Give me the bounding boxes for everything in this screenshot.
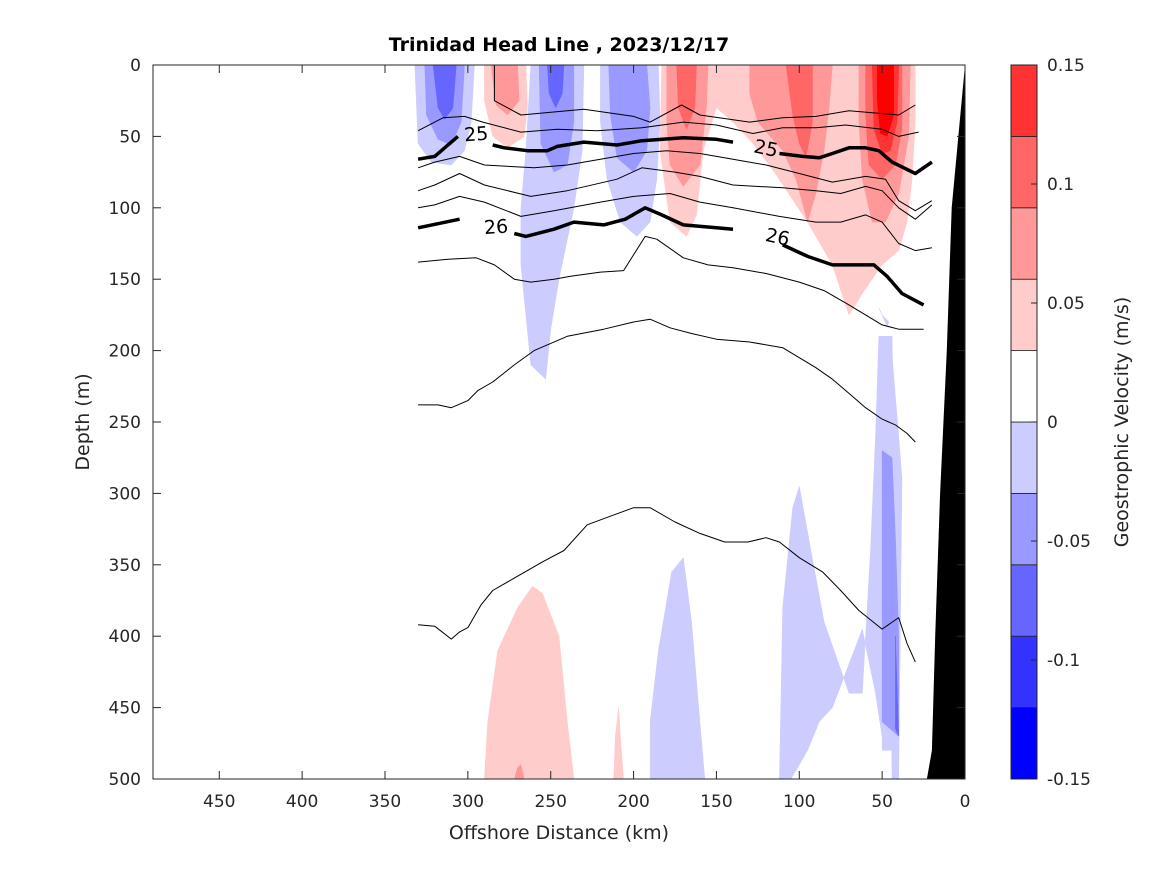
colorbar-band — [1010, 707, 1038, 780]
y-tick-label: 500 — [109, 770, 141, 790]
colorbar-band — [1010, 207, 1038, 280]
density-contour — [417, 167, 933, 220]
density-contour-bold — [781, 243, 925, 307]
density-contour — [493, 65, 916, 123]
colorbar-band — [1010, 350, 1038, 423]
bathymetry — [926, 65, 965, 779]
x-tick-label: 0 — [960, 792, 971, 812]
colorbar-band — [1010, 278, 1038, 352]
density-contour — [417, 150, 933, 212]
velocity-patches — [414, 65, 916, 779]
colorbar: 0.15 0.1 0.05 0 -0.05 -0.1 -0.15 — [1010, 56, 1091, 790]
density-contour — [417, 115, 919, 137]
x-tick-label: 250 — [534, 792, 566, 812]
contour-label: 25 — [752, 136, 780, 163]
x-tick-label: 200 — [617, 792, 649, 812]
x-tick-label: 100 — [783, 792, 815, 812]
velocity-patch — [779, 336, 899, 779]
density-contours — [417, 65, 933, 663]
colorbar-tick-label: 0 — [1047, 413, 1058, 433]
y-axis: 0 50 100 150 200 250 300 350 400 450 500 — [109, 56, 965, 790]
contour-label: 26 — [763, 224, 791, 251]
x-tick-label: 400 — [286, 792, 318, 812]
colorbar-tick-label: 0.15 — [1047, 56, 1085, 76]
velocity-patch — [432, 65, 457, 120]
x-tick-label: 450 — [203, 792, 235, 812]
y-axis-label: Depth (m) — [72, 373, 94, 470]
colorbar-tick-label: 0.1 — [1047, 175, 1074, 195]
colorbar-band — [1010, 421, 1038, 494]
velocity-patch — [613, 707, 624, 779]
velocity-patch — [547, 65, 565, 109]
colorbar-tick-label: -0.05 — [1047, 532, 1091, 552]
colorbar-label: Geostrophic Velocity (m/s) — [1111, 297, 1133, 547]
y-tick-label: 450 — [109, 699, 141, 719]
velocity-patch — [895, 635, 899, 737]
x-tick-label: 50 — [871, 792, 893, 812]
contour-label: 26 — [483, 216, 509, 240]
colorbar-band — [1010, 564, 1038, 637]
velocity-patch — [881, 450, 899, 737]
colorbar-band — [1010, 492, 1038, 566]
bathymetry-shelf — [926, 65, 965, 779]
colorbar-band — [1010, 635, 1038, 709]
y-tick-label: 200 — [109, 342, 141, 362]
y-tick-label: 0 — [130, 56, 141, 76]
colorbar-tick-label: -0.15 — [1047, 770, 1091, 790]
density-contour — [418, 318, 916, 443]
x-tick-label: 300 — [452, 792, 484, 812]
x-tick-label: 150 — [700, 792, 732, 812]
density-contour-bold — [513, 206, 734, 239]
density-contour-bold — [417, 217, 460, 230]
velocity-patch — [484, 585, 575, 779]
y-tick-label: 150 — [109, 270, 141, 290]
density-contour-bold — [417, 135, 460, 161]
density-contour-bold — [779, 146, 933, 176]
colorbar-band — [1010, 135, 1038, 209]
density-contour — [418, 193, 932, 252]
velocity-patch — [514, 764, 525, 779]
x-axis-label: Offshore Distance (km) — [449, 822, 669, 844]
velocity-patch — [649, 557, 706, 779]
colorbar-band — [1010, 64, 1038, 137]
y-tick-label: 300 — [109, 484, 141, 504]
chart-title: Trinidad Head Line , 2023/12/17 — [389, 34, 729, 56]
density-contour — [418, 507, 916, 663]
colorbar-tick-label: 0.05 — [1047, 294, 1085, 314]
y-tick-label: 350 — [109, 556, 141, 576]
x-tick-label: 350 — [369, 792, 401, 812]
contour-labels: 25 25 26 26 — [463, 123, 791, 251]
y-tick-label: 50 — [119, 127, 141, 147]
colorbar-tick-label: -0.1 — [1047, 651, 1080, 671]
density-contour-bold — [492, 136, 734, 153]
velocity-patch — [676, 65, 697, 130]
y-tick-label: 250 — [109, 413, 141, 433]
y-tick-label: 400 — [109, 627, 141, 647]
contour-label: 25 — [463, 123, 489, 147]
y-tick-label: 100 — [109, 199, 141, 219]
velocity-patch — [876, 65, 894, 137]
density-contour — [418, 235, 924, 330]
x-axis: 450 400 350 300 250 200 150 100 50 0 — [203, 65, 970, 812]
